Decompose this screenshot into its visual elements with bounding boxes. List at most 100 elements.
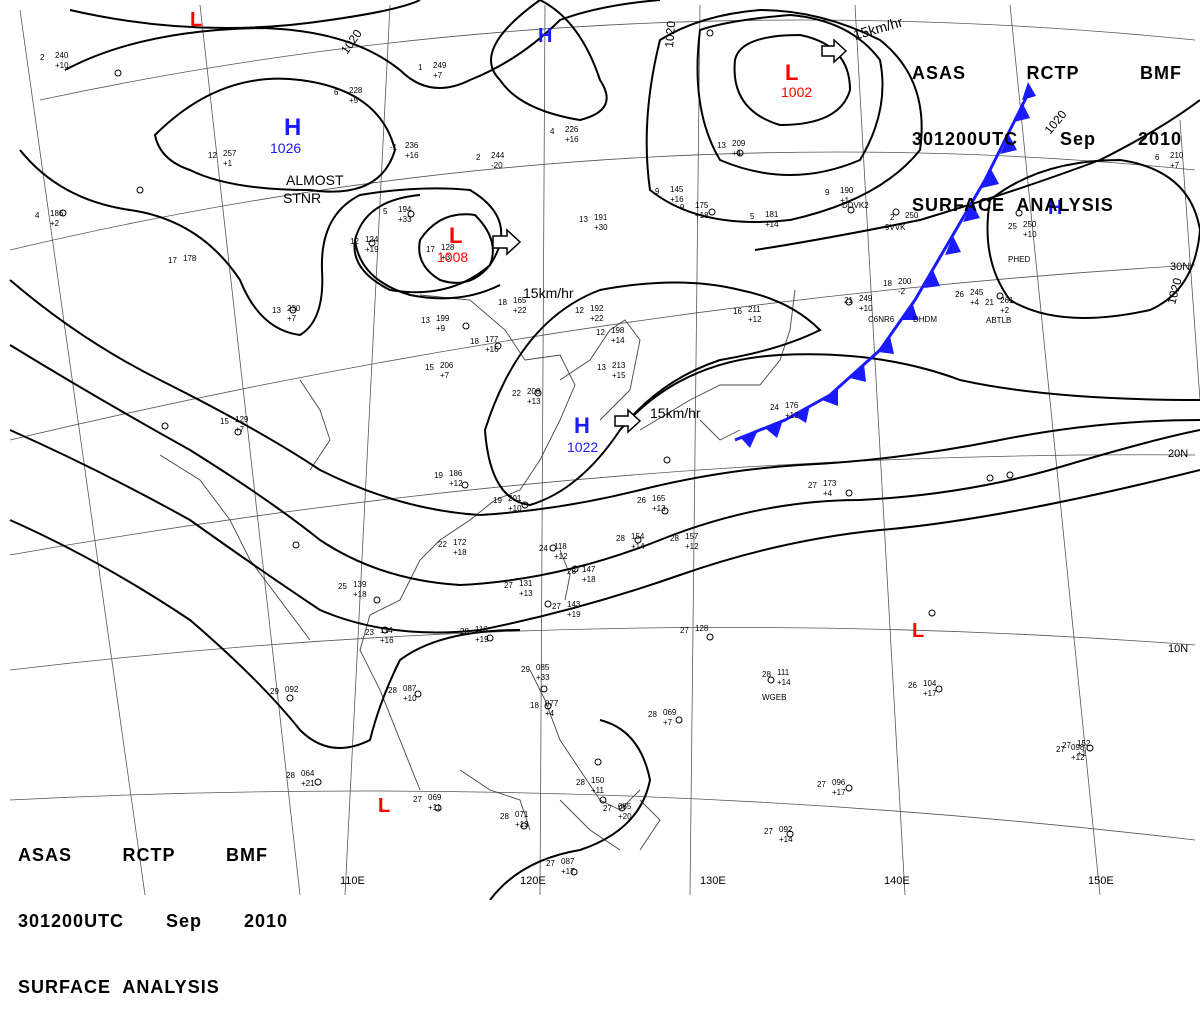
low-center-letter: L [378,795,390,817]
station-plot: 28 064+21 [286,769,315,788]
station-pressure-1: 128 [441,243,455,252]
header-line-3: SURFACE ANALYSIS [912,195,1114,215]
station-temp-0: 13 [579,215,588,224]
station-pressure-1: 249 [859,294,873,303]
station-temp-0: 6 [1155,153,1160,162]
station-plot: 19 201+10 [493,494,522,513]
station-plot: 22 172+18 [438,538,467,557]
station-tendency-2: +10 [403,694,417,703]
lon-label: 150E [1088,875,1114,887]
station-temp-0: 18 [470,337,479,346]
station-pressure-1: 177 [485,335,499,344]
station-temp-0: 29 [270,687,279,696]
low-center-letter: L [449,223,462,248]
station-tendency-2: +1 [223,159,233,168]
lon-label: 110E [340,875,365,887]
station-tendency-2: +14 [779,835,793,844]
station-temp-0: -1 [390,143,398,152]
station-temp-0: 4 [550,127,555,136]
station-pressure-1: 077 [545,699,559,708]
station-pressure-1: 092 [779,825,793,834]
station-tendency-2: +17 [832,788,846,797]
station-pressure-1: 087 [403,684,417,693]
station-plot: 28 150+11 [576,776,605,795]
station-tendency-2: +7 [235,425,245,434]
station-tendency-2: +1 [1077,749,1087,758]
station-temp-0: 5 [750,212,755,221]
station-tendency-2: +4 [823,489,833,498]
station-plot: 9 190+1 [825,186,854,205]
station-pressure-1: 071 [515,810,529,819]
station-pressure-1: 129 [235,415,249,424]
station-temp-0: 5 [383,207,388,216]
station-tendency-2: +12 [1071,753,1085,762]
station-tendency-2: +7 [1170,161,1180,170]
station-temp-0: 28 [616,534,625,543]
lat-label: 20N [1168,448,1188,460]
station-tendency-2: +33 [536,673,550,682]
station-plots: 12 257+16 228+51 249+72 244-204 226+16-1 236+1… [35,51,1184,876]
station-temp-0: 28 [286,771,295,780]
station-temp-0: 2 [40,53,45,62]
station-plot: 26 245+4 [955,288,984,307]
station-tendency-2: +33 [398,215,412,224]
station-plot: 18 200-2 [883,277,912,296]
station-temp-0: 9 [680,203,685,212]
header-line-2: 301200UTC Sep 2010 [18,910,288,932]
station-tendency-2: +7 [440,371,450,380]
station-tendency-2: +10 [1023,230,1037,239]
station-pressure-1: 069 [663,708,677,717]
station-temp-0: 25 [338,582,347,591]
station-temp-0: 17 [168,256,177,265]
station-plot: 18 177+16 [470,335,499,354]
station-temp-0: 9 [825,188,830,197]
stationary-note: ALMOST STNR [283,172,344,206]
station-plot: 25 250+10 [1008,220,1037,239]
low-center-value: 1008 [437,249,468,265]
station-pressure-1: 236 [405,141,419,150]
station-temp-0: 29 [521,665,530,674]
station-pressure-1: 250 [1023,220,1037,229]
station-plot: 12 257+1 [208,149,237,168]
station-plot: 13 199+9 [421,314,450,333]
station-temp-0: 12 [208,151,217,160]
station-plot: 28 157+12 [670,532,699,551]
station-temp-0: 2 [890,213,895,222]
station-pressure-1: 250 [905,211,919,220]
station-temp-0: 22 [512,389,521,398]
lon-label: 120E [520,875,546,887]
station-pressure-1: 257 [223,149,237,158]
station-tendency-2: +16 [670,195,684,204]
station-temp-0: 21 [985,298,994,307]
station-pressure-1: 152 [1077,739,1091,748]
high-center-value: 1026 [270,140,301,156]
station-pressure-1: 186 [449,469,463,478]
station-pressure-1: 118 [554,542,567,551]
station-temp-0: 27 [1056,745,1065,754]
station-pressure-1: 181 [765,210,779,219]
station-temp-0: 28 [762,670,771,679]
station-id: ABTLB [986,316,1011,325]
station-pressure-1: 173 [823,479,837,488]
station-tendency-2: -2 [898,287,906,296]
station-tendency-2: +13 [519,589,533,598]
station-plot: 1 249+7 [418,61,447,80]
header-code: BMF [225,845,268,865]
station-pressure-1: 104 [923,679,937,688]
lon-label: 130E [700,875,726,887]
station-temp-0: 13 [272,306,281,315]
station-plot: 5 181+14 [750,210,779,229]
station-temp-0: 6 [334,88,339,97]
station-id: C6NR6 [868,315,895,324]
low-center-letter: L [912,620,924,642]
station-temp-0: 17 [426,245,435,254]
station-temp-0: 25 [1008,222,1017,231]
station-plot: 6 228+5 [334,86,363,105]
header-month: Sep [166,911,203,931]
station-pressure-1: 145 [670,185,684,194]
station-plot: 27 128 [680,624,709,635]
station-plot: 29 085+33 [521,663,550,682]
station-plot: 13 191+30 [579,213,608,232]
station-pressure-1: 194 [398,205,412,214]
station-tendency-2: +13 [515,820,529,829]
